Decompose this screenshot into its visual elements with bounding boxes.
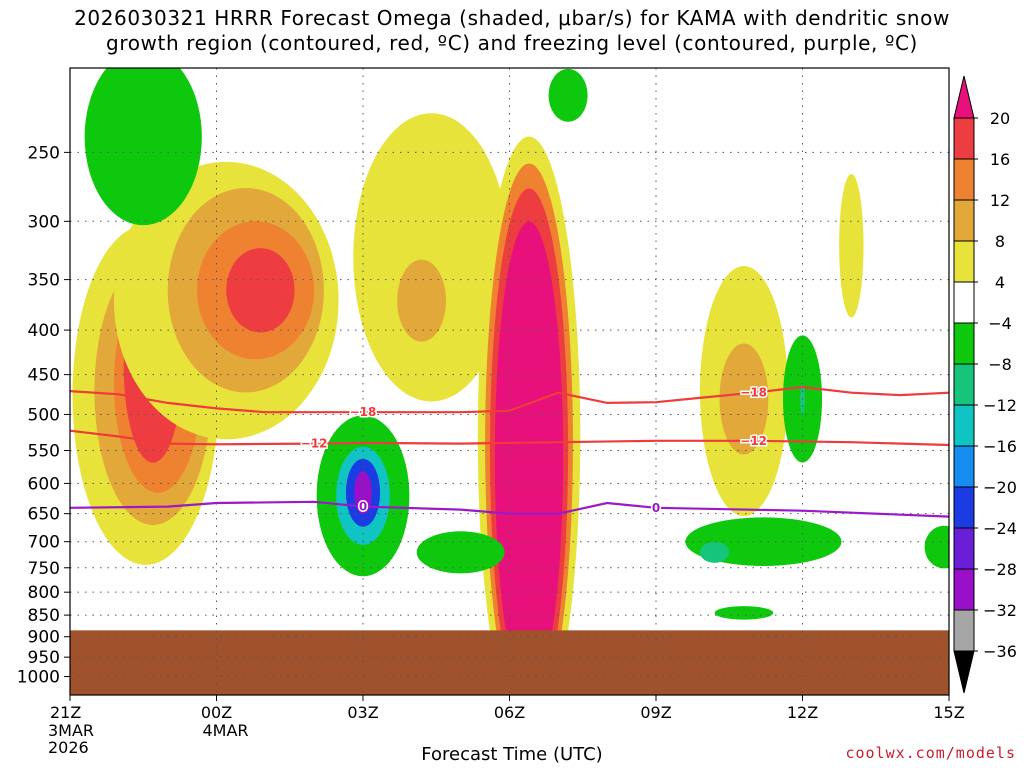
y-tick-label-550: 550 — [28, 442, 60, 462]
x-tick-label-09Z: 09Z — [640, 703, 671, 722]
colorbar-bin-4 — [953, 240, 975, 283]
x-tick-label-21Z: 21Z — [50, 703, 81, 722]
colorbar-label-6: −8 — [988, 355, 1012, 374]
colorbar-label-4: 4 — [995, 273, 1005, 292]
colorbar-bin-13 — [953, 609, 975, 652]
y-tick-label-950: 950 — [28, 648, 60, 668]
omega-region-29 — [924, 525, 949, 569]
site-credit: coolwx.com/models — [845, 744, 1016, 762]
colorbar-bin-2 — [953, 158, 975, 201]
x-tick-label-00Z: 00Z — [201, 703, 232, 722]
y-tick-label-500: 500 — [28, 405, 60, 425]
y-tick-label-400: 400 — [28, 321, 60, 341]
colorbar-bin-3 — [953, 199, 975, 242]
chart-title-line2: growth region (contoured, red, ºC) and f… — [106, 31, 918, 55]
x-tick-label-15Z: 15Z — [933, 703, 964, 722]
y-tick-label-350: 350 — [28, 271, 60, 291]
colorbar-bin-11 — [953, 527, 975, 570]
colorbar-label-9: −20 — [983, 478, 1017, 497]
colorbar-label-5: −4 — [988, 314, 1012, 333]
terrain-mask — [70, 630, 949, 695]
omega-region-27 — [416, 531, 505, 574]
x-tick-label-12Z: 12Z — [787, 703, 818, 722]
dendritic-minus18-line — [70, 385, 949, 414]
x-tick-label-03Z: 03Z — [347, 703, 378, 722]
colorbar-label-12: −32 — [983, 601, 1017, 620]
colorbar-bin-12 — [953, 568, 975, 611]
y-tick-label-650: 650 — [28, 505, 60, 525]
y-tick-label-1000: 1000 — [17, 668, 60, 688]
colorbar-bin-9 — [953, 445, 975, 488]
y-tick-label-800: 800 — [28, 583, 60, 603]
dendritic-minus12-line — [70, 429, 949, 447]
y-tick-label-850: 850 — [28, 606, 60, 626]
colorbar-label-3: 8 — [995, 232, 1005, 251]
dendritic-minus12-label-0: −12 — [301, 437, 328, 451]
axes: 2503003504004505005506006507007508008509… — [17, 143, 965, 757]
dendritic-minus18-label-0: −18 — [350, 405, 377, 419]
freezing-level-0-label-1: 0 — [652, 501, 660, 515]
x-tick-label-06Z: 06Z — [494, 703, 525, 722]
x-axis-label: Forecast Time (UTC) — [421, 744, 603, 765]
colorbar-bin-5 — [953, 281, 975, 324]
omega-region-16 — [839, 173, 864, 318]
colorbar-label-10: −24 — [983, 519, 1017, 538]
omega-region-9 — [397, 259, 447, 342]
colorbar-bin-7 — [953, 363, 975, 406]
dendritic-minus18-label-1: −18 — [740, 386, 767, 400]
below-ground-area — [70, 630, 949, 695]
colorbar-bin-8 — [953, 404, 975, 447]
y-tick-label-300: 300 — [28, 212, 60, 232]
chart-title-line1: 2026030321 HRRR Forecast Omega (shaded, … — [74, 6, 950, 30]
colorbar-bin-1 — [953, 117, 975, 160]
colorbar-label-7: −12 — [983, 396, 1017, 415]
colorbar-arrow-bottom — [953, 650, 975, 694]
x-tick-sublabel-21Z: 3MAR — [48, 721, 94, 740]
omega-region-26 — [699, 541, 730, 563]
y-tick-label-250: 250 — [28, 143, 60, 163]
colorbar: 20 16 12 8 4 −4 −8 −12 −16 −20 −24 −28 −32 −36 — [953, 75, 1017, 694]
dendritic-minus12-label-1: −12 — [740, 434, 767, 448]
colorbar-arrow-top — [953, 75, 975, 119]
omega-region-21 — [84, 68, 202, 226]
omega-region-8 — [353, 113, 510, 402]
y-tick-label-900: 900 — [28, 628, 60, 648]
y-tick-label-600: 600 — [28, 474, 60, 494]
omega-region-28 — [714, 606, 774, 620]
y-tick-label-450: 450 — [28, 366, 60, 386]
colorbar-label-1: 16 — [990, 150, 1010, 169]
colorbar-bin-10 — [953, 486, 975, 529]
y-tick-label-750: 750 — [28, 559, 60, 579]
colorbar-label-0: 20 — [990, 109, 1010, 128]
chart-title: 2026030321 HRRR Forecast Omega (shaded, … — [0, 6, 1024, 56]
temperature-contours: −18 −18 −12 −12 0 0 — [70, 384, 949, 518]
omega-region-13 — [494, 221, 564, 694]
colorbar-label-13: −36 — [983, 642, 1017, 661]
colorbar-bin-6 — [953, 322, 975, 365]
omega-region-22 — [548, 68, 588, 122]
freezing-level-0-line — [70, 500, 949, 518]
colorbar-label-8: −16 — [983, 437, 1017, 456]
colorbar-label-11: −28 — [983, 560, 1017, 579]
freezing-level-0-label-0: 0 — [359, 500, 367, 514]
x-tick-year-21Z: 2026 — [48, 738, 89, 757]
omega-region-15 — [719, 343, 769, 455]
y-tick-label-700: 700 — [28, 533, 60, 553]
omega-region-7 — [226, 248, 295, 333]
omega-region-20 — [354, 471, 372, 515]
x-tick-sublabel-00Z: 4MAR — [203, 721, 249, 740]
colorbar-label-2: 12 — [990, 191, 1010, 210]
